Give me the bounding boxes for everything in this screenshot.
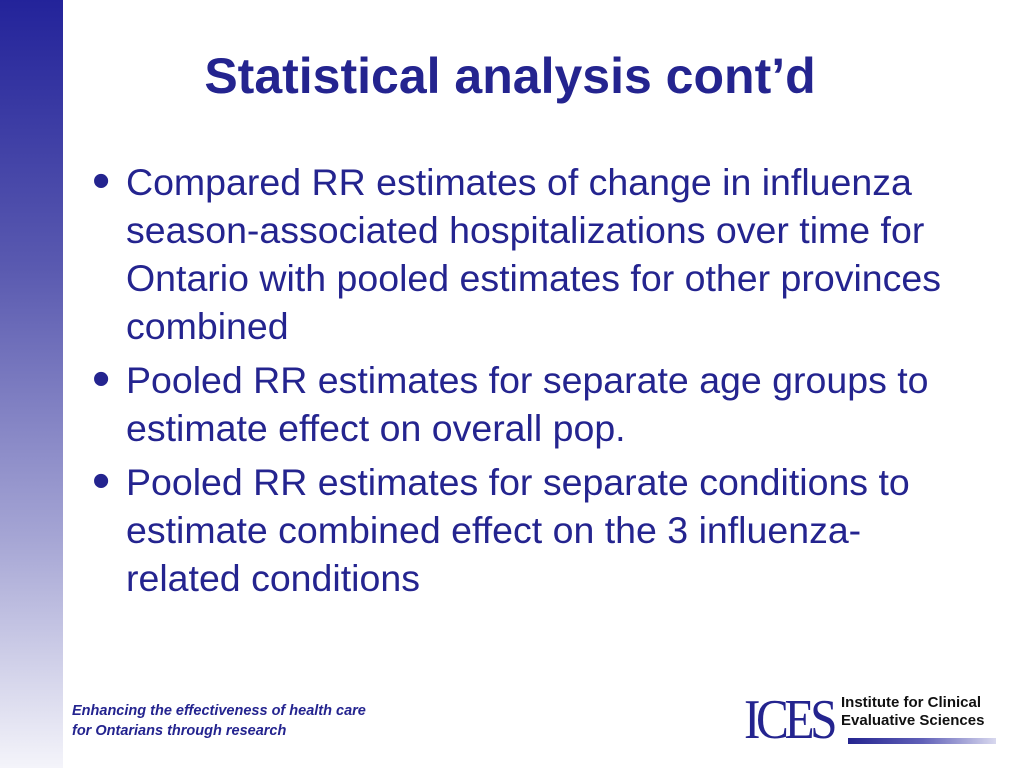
bullet-text: Pooled RR estimates for separate age gro… <box>126 359 929 449</box>
side-gradient-bar <box>0 0 63 768</box>
bullet-item: • Pooled RR estimates for separate age g… <box>92 350 972 452</box>
logo-underline-bar <box>848 738 996 744</box>
bullet-dot-icon: • <box>92 452 111 510</box>
bullet-text: Pooled RR estimates for separate conditi… <box>126 461 910 599</box>
logo-mark: ICES <box>744 689 838 751</box>
tagline-line-1: Enhancing the effectiveness of health ca… <box>72 703 366 719</box>
tagline-line-2: for Ontarians through research <box>72 723 287 739</box>
logo-name-line-2: Evaluative Sciences <box>841 712 985 729</box>
bullet-list: • Compared RR estimates of change in inf… <box>92 152 972 608</box>
bullet-item: • Pooled RR estimates for separate condi… <box>92 452 972 602</box>
bullet-item: • Compared RR estimates of change in inf… <box>92 152 972 350</box>
logo-name-line-1: Institute for Clinical <box>841 694 982 711</box>
bullet-dot-icon: • <box>92 152 111 210</box>
footer-tagline: Enhancing the effectiveness of health ca… <box>72 701 366 741</box>
bullet-dot-icon: • <box>92 350 111 408</box>
bullet-text: Compared RR estimates of change in influ… <box>126 161 941 347</box>
logo-institute-name: Institute for Clinical Evaluative Scienc… <box>841 694 984 730</box>
ices-logo: ICES Institute for Clinical Evaluative S… <box>744 690 1004 750</box>
slide-title: Statistical analysis cont’d <box>204 48 816 104</box>
